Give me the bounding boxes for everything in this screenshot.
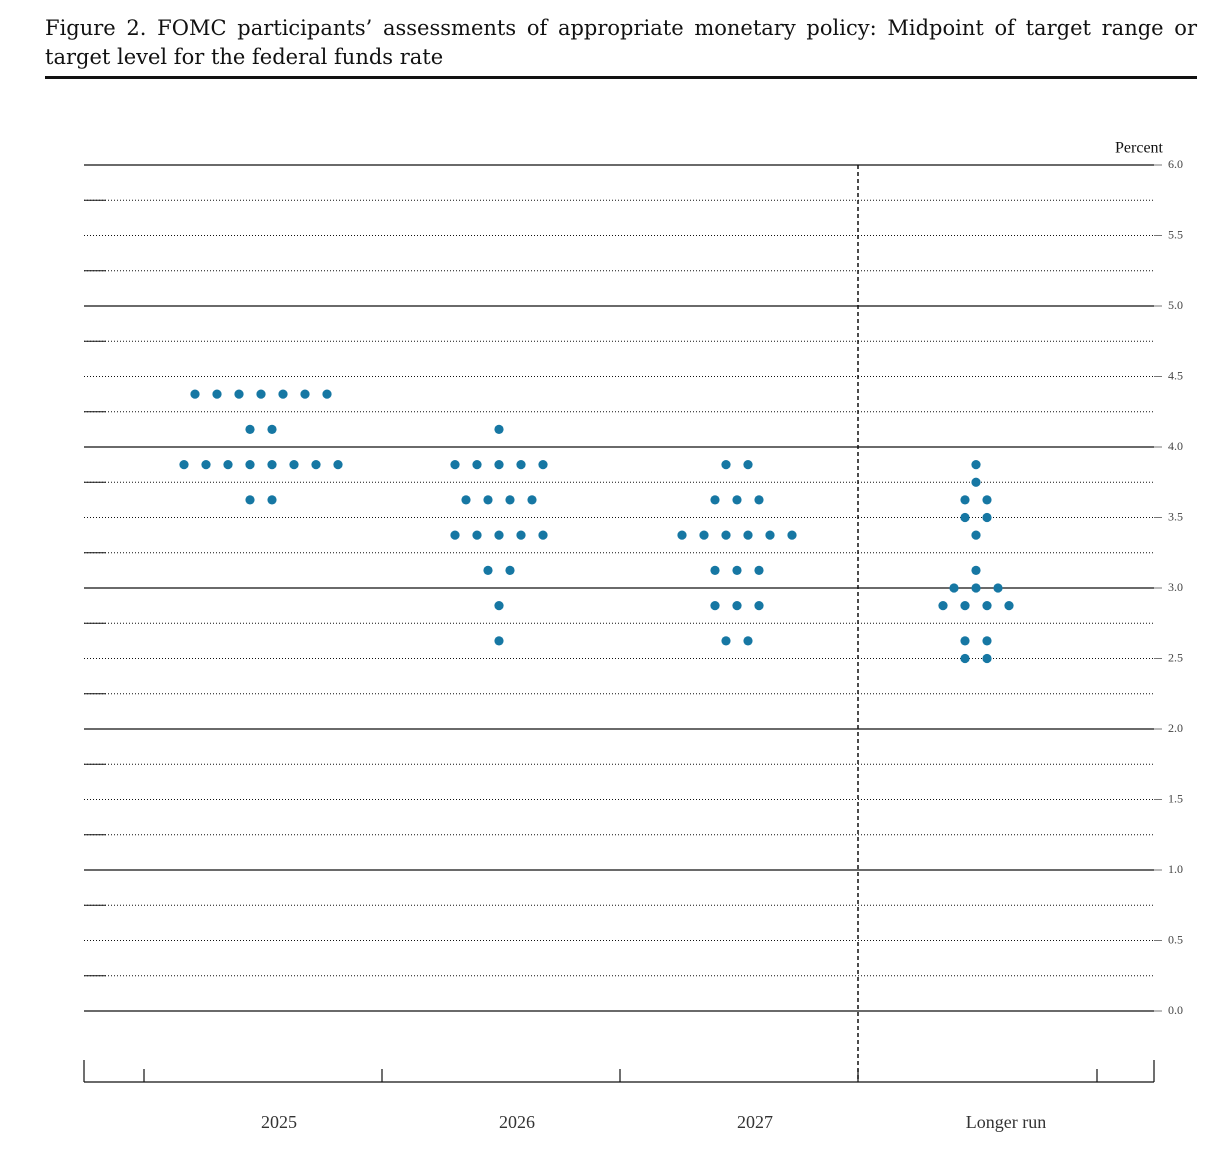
dot (267, 495, 277, 505)
x-tick-label: 2027 (737, 1112, 773, 1132)
dot (322, 389, 332, 399)
dot (450, 530, 460, 540)
y-tick-label: 5.5 (1168, 227, 1183, 241)
dot (710, 495, 720, 505)
dot (516, 530, 526, 540)
dot (516, 460, 526, 470)
y-tick-label: 1.0 (1168, 862, 1183, 876)
dot (982, 653, 992, 664)
dot (538, 460, 548, 470)
dot (190, 389, 200, 399)
dot (971, 565, 981, 575)
dot (472, 460, 482, 470)
y-tick-label: 1.5 (1168, 791, 1183, 805)
dot (754, 601, 764, 611)
dot (960, 653, 970, 664)
x-tick-label: Longer run (966, 1112, 1046, 1132)
dot (256, 389, 266, 399)
dot (289, 460, 299, 470)
dot (982, 601, 992, 611)
dot (234, 389, 244, 399)
dot (960, 495, 970, 505)
dot (787, 530, 797, 540)
dot (472, 530, 482, 540)
dot (245, 460, 255, 470)
dot (267, 460, 277, 470)
chart-title: Figure 2. FOMC participants’ assessments… (45, 16, 1197, 69)
dot (971, 477, 981, 487)
y-tick-label: 6.0 (1168, 157, 1183, 171)
dot (971, 530, 981, 540)
y-axis-label: Percent (1115, 140, 1164, 157)
dot (971, 460, 981, 470)
dot (743, 530, 753, 540)
dot (461, 495, 471, 505)
dot (311, 460, 321, 470)
dot (721, 636, 731, 646)
dot (710, 601, 720, 611)
dot (223, 460, 233, 470)
dot (960, 636, 970, 646)
dot (300, 389, 310, 399)
dot (982, 636, 992, 646)
dot (1004, 601, 1014, 611)
dot (721, 530, 731, 540)
dot (212, 389, 222, 399)
dot (494, 530, 504, 540)
dot (949, 583, 959, 593)
dot (505, 495, 515, 505)
dot (960, 512, 970, 523)
dot (982, 512, 992, 523)
dot (971, 583, 981, 593)
dot (677, 530, 687, 540)
dot (743, 636, 753, 646)
y-tick-label: 5.0 (1168, 298, 1183, 312)
dot (960, 601, 970, 611)
dot (267, 424, 277, 434)
dot (494, 424, 504, 434)
x-tick-label: 2025 (261, 1112, 297, 1132)
dot (494, 636, 504, 646)
dot (993, 583, 1003, 593)
dot (710, 565, 720, 575)
dot (938, 601, 948, 611)
y-tick-label: 2.0 (1168, 721, 1183, 735)
dot (494, 460, 504, 470)
dot (765, 530, 775, 540)
dot (245, 495, 255, 505)
dot (732, 495, 742, 505)
y-tick-label: 4.0 (1168, 439, 1183, 453)
dot (245, 424, 255, 434)
dot (732, 601, 742, 611)
y-tick-label: 0.5 (1168, 932, 1183, 946)
y-tick-label: 0.0 (1168, 1003, 1183, 1017)
dot (527, 495, 537, 505)
dot (201, 460, 211, 470)
y-tick-label: 3.5 (1168, 509, 1183, 523)
dot (721, 460, 731, 470)
dot (483, 565, 493, 575)
dot (505, 565, 515, 575)
dot (743, 460, 753, 470)
dot (278, 389, 288, 399)
dot (754, 495, 764, 505)
dot (732, 565, 742, 575)
dot (333, 460, 343, 470)
x-tick-label: 2026 (499, 1112, 535, 1132)
y-tick-label: 3.0 (1168, 580, 1183, 594)
dot (450, 460, 460, 470)
dot (699, 530, 709, 540)
dot (754, 565, 764, 575)
dot (179, 460, 189, 470)
y-tick-label: 4.5 (1168, 368, 1183, 382)
dot (494, 601, 504, 611)
dot (483, 495, 493, 505)
title-rule (45, 76, 1197, 79)
dot (538, 530, 548, 540)
y-tick-label: 2.5 (1168, 650, 1183, 664)
dot (982, 495, 992, 505)
